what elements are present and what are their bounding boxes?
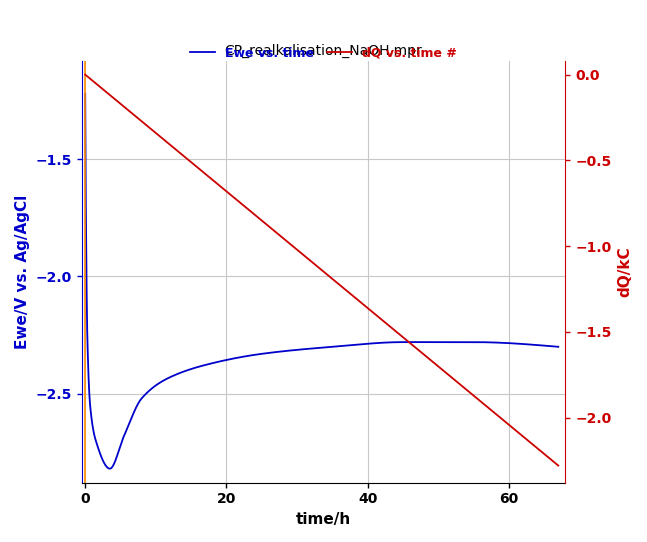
Title: CP_realkalisation_NaOH.mpr: CP_realkalisation_NaOH.mpr — [225, 44, 422, 59]
dQ vs. time # — [492, 411, 500, 418]
Ewe vs. time — [106, 466, 114, 472]
Ewe vs. time — [87, 408, 94, 414]
Line: Ewe vs. time: Ewe vs. time — [85, 94, 558, 469]
Ewe vs. time — [493, 339, 501, 346]
Ewe vs. time — [150, 383, 158, 390]
Ewe vs. time — [268, 349, 276, 356]
dQ vs. time # — [554, 462, 562, 469]
Ewe vs. time — [554, 344, 562, 350]
Legend: Ewe vs. time, dQ vs. time #: Ewe vs. time, dQ vs. time # — [185, 42, 462, 65]
Y-axis label: dQ/kC: dQ/kC — [617, 247, 632, 297]
dQ vs. time # — [82, 72, 89, 78]
dQ vs. time # — [89, 78, 97, 85]
Ewe vs. time — [133, 403, 140, 410]
dQ vs. time # — [267, 225, 275, 231]
dQ vs. time # — [87, 76, 94, 82]
dQ vs. time # — [133, 114, 140, 120]
dQ vs. time # — [150, 128, 158, 135]
X-axis label: time/h: time/h — [296, 512, 351, 527]
Line: dQ vs. time #: dQ vs. time # — [85, 75, 558, 466]
Y-axis label: Ewe/V vs. Ag/AgCl: Ewe/V vs. Ag/AgCl — [15, 195, 30, 349]
Ewe vs. time — [89, 427, 97, 433]
Ewe vs. time — [82, 91, 89, 97]
